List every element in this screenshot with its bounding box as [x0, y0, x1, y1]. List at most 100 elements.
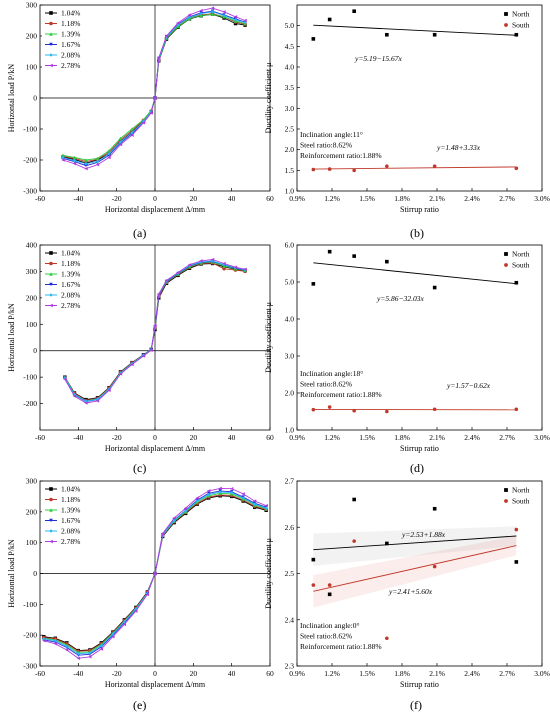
data-point [327, 17, 332, 22]
data-point [84, 162, 88, 166]
series-North [311, 497, 519, 597]
data-point [241, 496, 245, 500]
legend-swatch-marker [49, 63, 53, 68]
x-tick-label: 2.7% [499, 433, 515, 442]
x-tick-label: 1.5% [359, 669, 375, 678]
legend-label: 1.67% [61, 516, 80, 525]
legend-swatch-marker [49, 293, 53, 297]
confidence-band [313, 526, 517, 566]
data-point [210, 6, 215, 10]
y-tick-label: -200 [23, 399, 37, 408]
x-tick-label: -20 [112, 194, 122, 203]
data-point [206, 492, 211, 497]
x-tick-label: 2.1% [429, 669, 445, 678]
x-tick-label: 1.2% [324, 433, 340, 442]
x-tick-label: 1.5% [359, 433, 375, 442]
x-axis-label: Horizontal displacement Δ/mm [105, 444, 206, 453]
data-point [264, 503, 268, 508]
fit-line [313, 166, 517, 170]
x-tick-label: 2.1% [429, 433, 445, 442]
annotation-line: Steel ratio:8.62% [300, 380, 352, 389]
data-point [187, 13, 192, 17]
legend-swatch-marker [49, 11, 53, 15]
series-South [311, 164, 519, 173]
data-point [233, 15, 238, 19]
data-point [153, 323, 157, 328]
data-point [118, 142, 123, 147]
y-axis-label: Horizontal load P/kN [7, 303, 16, 372]
x-tick-label: 3.0% [534, 669, 550, 678]
legend-swatch-marker [49, 518, 53, 523]
series-2.78% [42, 486, 268, 660]
x-tick-label: 1.8% [394, 669, 410, 678]
y-tick-label: 2.5 [285, 125, 295, 134]
legend-swatch-marker [49, 497, 53, 502]
legend-label: 1.67% [61, 280, 80, 289]
legend-label: 2.78% [61, 301, 80, 310]
chart-panel-b: 0.9% 1.2% 1.5% 1.8% 2.1% 2.4% 2.7% 3.0% 1.0 1.5 2.… [264, 4, 550, 214]
data-point [514, 166, 519, 171]
annotation-line: Reinforcement ratio:1.88% [300, 390, 382, 399]
data-point [53, 639, 58, 643]
x-tick-label: 0 [153, 194, 157, 203]
chart-panel-a: -60 -40 -20 0 20 40 60-300-200-1000100200300Ho… [7, 1, 274, 215]
legend-label: 2.78% [61, 61, 80, 70]
data-point [99, 647, 104, 651]
legend-label: North [512, 10, 530, 19]
legend-swatch-marker [49, 32, 53, 36]
legend-swatch-marker [504, 488, 508, 492]
data-point [514, 527, 519, 532]
data-point [61, 153, 65, 158]
x-tick-label: -20 [112, 433, 122, 442]
y-tick-label: 2.0 [285, 389, 295, 398]
x-tick-label: 2.7% [499, 194, 515, 203]
y-tick-label: -100 [23, 600, 37, 609]
y-tick-label: -200 [23, 156, 37, 165]
plot-frame [296, 244, 543, 431]
legend-swatch-marker [49, 508, 53, 512]
data-point [222, 13, 226, 18]
y-tick-label: 0 [33, 94, 37, 103]
data-point [157, 292, 161, 296]
x-tick-label: 60 [266, 669, 274, 678]
data-point [352, 168, 356, 173]
y-tick-label: 2.0 [285, 145, 295, 154]
x-tick-label: -40 [73, 433, 83, 442]
x-tick-label: 2.4% [464, 433, 480, 442]
data-point [84, 163, 88, 168]
legend-swatch-marker [49, 251, 53, 255]
fit-equation: y=1.57−0.62x [446, 381, 491, 390]
legend-label: 2.08% [61, 291, 80, 300]
data-point [432, 164, 437, 168]
data-point [385, 541, 389, 546]
legend: 1.04%1.18% 1.39%1.67% 2.08%2.78% [42, 483, 92, 550]
y-axis-label: Horizontal load P/kN [7, 64, 16, 133]
data-point [199, 13, 203, 18]
chart-panel-c: -60 -40 -20 0 20 40 60-200-1000100200300400Hor… [7, 241, 274, 454]
fit-line [313, 545, 517, 592]
y-tick-label: 3.0 [285, 104, 295, 113]
legend: North South [504, 10, 530, 30]
y-tick-label: -100 [23, 125, 37, 134]
fit-line [313, 535, 517, 551]
series-South [311, 527, 519, 641]
series-North [311, 249, 519, 290]
legend-label: South [512, 261, 530, 270]
data-point [76, 656, 81, 660]
data-point [352, 497, 356, 502]
legend: North South [504, 250, 530, 270]
data-point [195, 496, 199, 500]
data-point [187, 15, 192, 20]
data-point [134, 607, 138, 611]
data-point [130, 127, 134, 131]
data-point [311, 37, 316, 41]
data-point [111, 635, 115, 639]
data-point [141, 354, 146, 358]
legend-label: 1.04% [61, 249, 80, 258]
x-tick-label: 2.4% [464, 669, 480, 678]
data-point [385, 259, 389, 264]
legend-box [42, 7, 92, 74]
data-point [145, 592, 150, 597]
annotation-line: Reinforcement ratio:1.88% [300, 642, 382, 651]
y-tick-label: 2.7 [285, 477, 295, 486]
